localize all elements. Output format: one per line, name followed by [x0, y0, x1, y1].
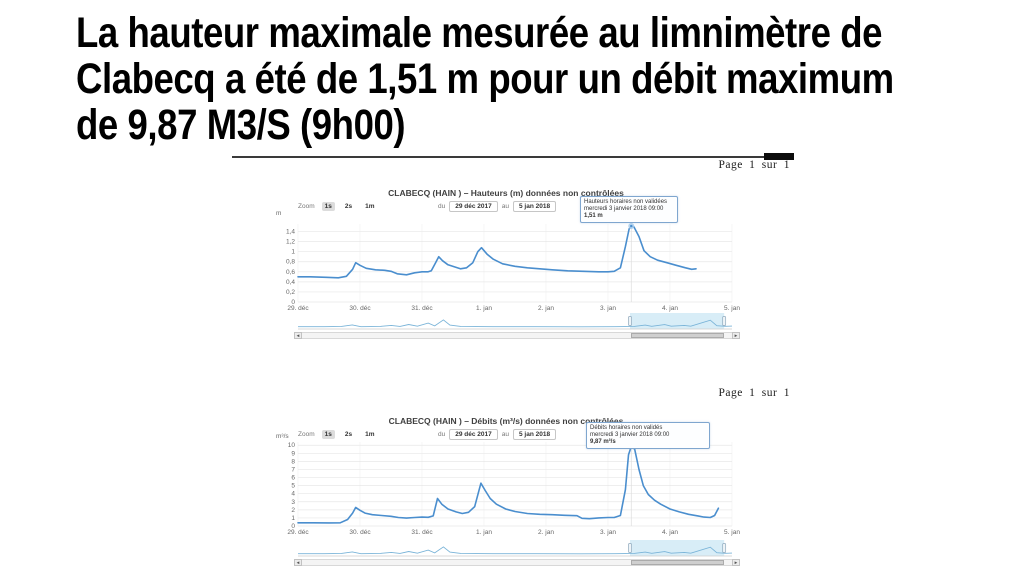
date-from-input[interactable]: 29 déc 2017: [449, 429, 498, 440]
page-indicator: Page 1 sur 1: [718, 159, 790, 171]
date-from-label: du: [438, 203, 446, 210]
zoom-label: Zoom: [298, 203, 315, 210]
slide-title-line: de 9,87 M3/S (9h00): [76, 101, 406, 149]
zoom-range-button-1m[interactable]: 1m: [365, 431, 375, 438]
svg-text:30. déc: 30. déc: [349, 529, 371, 536]
scan-artifact-line: [232, 156, 772, 158]
chart-scrollbar[interactable]: ◄ ►: [294, 332, 740, 339]
svg-text:1,2: 1,2: [286, 239, 295, 246]
range-selector: Zoom 1s 2s 1m: [298, 202, 378, 211]
scroll-right-icon[interactable]: ►: [732, 332, 740, 339]
max-value-tooltip: Hauteurs horaires non validées mercredi …: [580, 196, 678, 223]
debits-line-chart: 29. déc 30. déc 31. déc 1. jan 2. jan 3. jan 4…: [287, 442, 740, 536]
svg-text:0,2: 0,2: [286, 289, 295, 296]
zoom-range-button-2s[interactable]: 2s: [344, 203, 353, 210]
tooltip-datetime: mercredi 3 janvier 2018 09:00: [590, 432, 670, 438]
slide-title-line: La hauteur maximale mesurée au limnimètr…: [76, 9, 883, 57]
zoom-range-button-1m[interactable]: 1m: [365, 203, 375, 210]
svg-text:1. jan: 1. jan: [476, 529, 492, 536]
svg-text:29. déc: 29. déc: [287, 305, 309, 312]
svg-text:5. jan: 5. jan: [724, 305, 740, 312]
scrollbar-track[interactable]: [302, 332, 732, 339]
scrollbar-thumb[interactable]: [630, 560, 725, 565]
range-selector: Zoom 1s 2s 1m: [298, 430, 378, 439]
hauteurs-line-chart: 29. déc 30. déc 31. déc 1. jan 2. jan 3. jan 4…: [286, 223, 740, 312]
max-value-tooltip: Débits horaires non validés mercredi 3 j…: [586, 422, 710, 449]
svg-text:4: 4: [291, 491, 295, 498]
date-range: du 29 déc 2017 au 5 jan 2018: [438, 429, 560, 440]
chart-title: CLABECQ (HAIN ) – Hauteurs (m) données n…: [388, 188, 624, 198]
svg-text:3. jan: 3. jan: [600, 305, 616, 312]
svg-text:1,4: 1,4: [286, 229, 295, 236]
date-to-input[interactable]: 5 jan 2018: [512, 429, 557, 440]
slide-title-line: Clabecq a été de 1,51 m pour un débit ma…: [76, 55, 894, 103]
svg-text:2. jan: 2. jan: [538, 305, 554, 312]
slide-title: La hauteur maximale mesurée au limnimètr…: [76, 10, 894, 148]
scroll-left-icon[interactable]: ◄: [294, 559, 302, 566]
svg-text:30. déc: 30. déc: [349, 305, 371, 312]
y-axis-unit: m: [276, 210, 282, 217]
y-axis-unit: m³/s: [276, 433, 289, 440]
zoom-range-button-2s[interactable]: 2s: [344, 431, 353, 438]
tooltip-value: 9,87 m³/s: [590, 439, 616, 445]
svg-text:9: 9: [291, 450, 295, 457]
scanned-report-debits: Page 1 sur 1 CLABECQ (HAIN ) – Débits (m…: [230, 378, 792, 570]
svg-text:8: 8: [291, 458, 295, 465]
svg-text:5: 5: [291, 483, 295, 490]
scrollbar-track[interactable]: [302, 559, 732, 566]
scrollbar-thumb[interactable]: [630, 333, 725, 338]
svg-text:1. jan: 1. jan: [476, 305, 492, 312]
svg-text:0,6: 0,6: [286, 269, 295, 276]
svg-text:10: 10: [288, 442, 296, 449]
chart-title: CLABECQ (HAIN ) – Débits (m³/s) données …: [388, 416, 624, 426]
svg-text:31. déc: 31. déc: [411, 529, 433, 536]
scan-artifact-bar: [764, 153, 794, 160]
svg-text:0: 0: [291, 523, 295, 530]
svg-text:0,4: 0,4: [286, 279, 295, 286]
svg-text:2: 2: [291, 507, 295, 514]
zoom-range-button-1s[interactable]: 1s: [321, 430, 335, 439]
tooltip-series: Débits horaires non validés: [590, 425, 663, 431]
svg-text:0: 0: [291, 299, 295, 306]
page-indicator: Page 1 sur 1: [718, 387, 790, 399]
zoom-range-button-1s[interactable]: 1s: [321, 202, 335, 211]
scanned-report-hauteurs: Page 1 sur 1 CLABECQ (HAIN ) – Hauteurs …: [230, 150, 794, 342]
tooltip-datetime: mercredi 3 janvier 2018 09:00: [584, 206, 664, 212]
svg-text:5. jan: 5. jan: [724, 529, 740, 536]
chart-scrollbar[interactable]: ◄ ►: [294, 559, 740, 566]
svg-text:0,8: 0,8: [286, 259, 295, 266]
svg-text:7: 7: [291, 466, 295, 473]
svg-text:1: 1: [291, 249, 295, 256]
scroll-left-icon[interactable]: ◄: [294, 332, 302, 339]
zoom-label: Zoom: [298, 431, 315, 438]
svg-text:2. jan: 2. jan: [538, 529, 554, 536]
chart-navigator[interactable]: [288, 313, 748, 331]
date-from-label: du: [438, 431, 446, 438]
svg-text:29. déc: 29. déc: [287, 529, 309, 536]
scroll-right-icon[interactable]: ►: [732, 559, 740, 566]
tooltip-value: 1,51 m: [584, 213, 603, 219]
date-to-input[interactable]: 5 jan 2018: [512, 201, 557, 212]
date-from-input[interactable]: 29 déc 2017: [449, 201, 498, 212]
svg-text:6: 6: [291, 475, 295, 482]
date-range: du 29 déc 2017 au 5 jan 2018: [438, 201, 560, 212]
svg-text:1: 1: [291, 515, 295, 522]
svg-text:31. déc: 31. déc: [411, 305, 433, 312]
date-to-label: au: [501, 203, 509, 210]
svg-text:3: 3: [291, 499, 295, 506]
tooltip-series: Hauteurs horaires non validées: [584, 199, 668, 205]
date-to-label: au: [501, 431, 509, 438]
chart-navigator[interactable]: [288, 540, 748, 558]
svg-text:4. jan: 4. jan: [662, 305, 678, 312]
svg-text:4. jan: 4. jan: [662, 529, 678, 536]
svg-text:3. jan: 3. jan: [600, 529, 616, 536]
